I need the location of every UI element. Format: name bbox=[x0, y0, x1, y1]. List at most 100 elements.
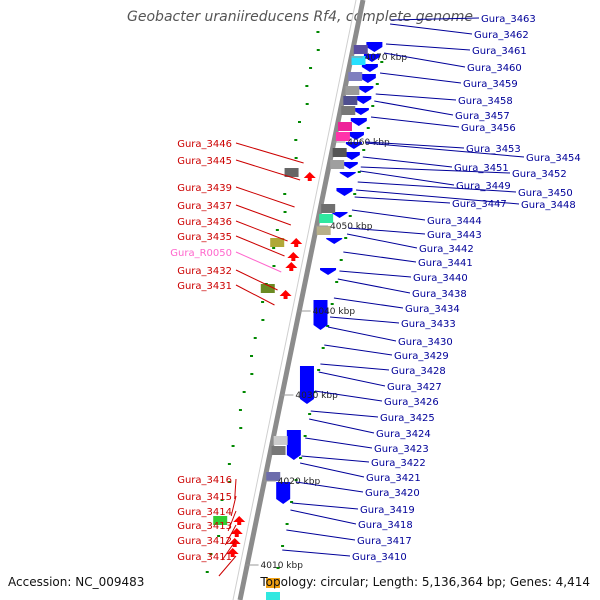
reverse-cds-arrow bbox=[363, 54, 380, 62]
gc-content-track bbox=[205, 31, 384, 573]
tick-label: 4070 kbp bbox=[365, 53, 408, 63]
leader-line bbox=[343, 251, 417, 263]
reverse-cds-arrow bbox=[326, 238, 343, 244]
reverse-cds-arrow bbox=[286, 430, 301, 460]
leader-line bbox=[327, 326, 397, 342]
cds-box bbox=[351, 56, 366, 65]
gene-label: Gura_3436 bbox=[177, 217, 232, 228]
leader-line bbox=[230, 495, 237, 517]
cds-box bbox=[330, 160, 345, 169]
reverse-cds-arrow bbox=[350, 118, 367, 126]
feature-tracks bbox=[213, 42, 383, 600]
gene-label: Gura_3432 bbox=[177, 266, 232, 277]
cds-box bbox=[266, 592, 280, 600]
leader-line bbox=[235, 235, 285, 257]
leader-line bbox=[296, 481, 364, 493]
forward-cds-arrow bbox=[287, 252, 300, 261]
leader-line bbox=[286, 529, 356, 541]
reverse-cds-arrow bbox=[366, 42, 383, 52]
reverse-cds-arrow bbox=[361, 64, 378, 72]
gene-label: Gura_3435 bbox=[177, 232, 232, 243]
gene-label: Gura_3434 bbox=[405, 304, 460, 315]
gene-label: Gura_3453 bbox=[466, 144, 521, 155]
leader-line bbox=[221, 539, 237, 561]
leader-line bbox=[354, 196, 451, 204]
gene-label: Gura_3419 bbox=[360, 505, 415, 516]
leader-line bbox=[235, 251, 282, 273]
gene-label: Gura_3463 bbox=[481, 14, 536, 25]
cds-box bbox=[260, 284, 275, 293]
reverse-cds-arrow bbox=[336, 188, 353, 196]
forward-cds-arrow bbox=[303, 172, 316, 181]
leader-line bbox=[235, 220, 288, 242]
cds-box bbox=[266, 578, 280, 588]
gene-label: Gura_3429 bbox=[394, 351, 449, 362]
leader-line bbox=[359, 170, 455, 186]
gene-label: Gura_3450 bbox=[518, 188, 573, 199]
cds-box bbox=[271, 446, 286, 455]
gene-label: Gura_3461 bbox=[472, 46, 527, 57]
gene-label: Gura_3445 bbox=[177, 156, 232, 167]
cds-box bbox=[266, 472, 281, 481]
leader-line bbox=[235, 159, 301, 181]
gene-label: Gura_3418 bbox=[358, 520, 413, 531]
gene-label: Gura_3433 bbox=[401, 319, 456, 330]
gene-label: Gura_3447 bbox=[452, 199, 507, 210]
gene-label: Gura_3413 bbox=[177, 521, 232, 532]
gene-label: Gura_3416 bbox=[177, 475, 232, 486]
gene-label: Gura_3423 bbox=[374, 444, 429, 455]
gene-label: Gura_3422 bbox=[371, 458, 426, 469]
leader-line bbox=[235, 269, 278, 291]
reverse-cds-arrow bbox=[343, 152, 360, 160]
forward-cds-arrow bbox=[279, 290, 292, 299]
accession-text: Accession: NC_009483 bbox=[8, 575, 145, 589]
cds-box bbox=[335, 132, 350, 141]
leader-line bbox=[360, 166, 511, 174]
gene-label: Gura_3430 bbox=[398, 337, 453, 348]
gene-label: Gura_3454 bbox=[526, 153, 581, 164]
label-leader-lines bbox=[218, 17, 525, 577]
leader-line bbox=[329, 316, 400, 324]
leader-line bbox=[356, 189, 520, 205]
gene-label: Gura_3431 bbox=[177, 281, 232, 292]
gene-label: Gura_3446 bbox=[177, 139, 232, 150]
forward-cds-arrow bbox=[226, 548, 239, 557]
leader-line bbox=[235, 284, 275, 306]
cds-box bbox=[270, 238, 285, 247]
tick-label: 4010 kbp bbox=[261, 561, 304, 571]
leader-line bbox=[390, 17, 480, 21]
gene-label: Gura_3443 bbox=[427, 230, 482, 241]
cds-box bbox=[332, 148, 347, 157]
forward-cds-arrow bbox=[230, 528, 243, 537]
gene-label: Gura_3456 bbox=[461, 123, 516, 134]
backbone-inner-line bbox=[232, 0, 357, 600]
gene-label: Gura_3427 bbox=[387, 382, 442, 393]
leader-line bbox=[384, 52, 466, 68]
cds-box bbox=[284, 168, 299, 177]
reverse-cds-arrow bbox=[339, 172, 356, 178]
leader-line bbox=[308, 418, 375, 434]
gene-label: Gura_3460 bbox=[467, 63, 522, 74]
leader-line bbox=[291, 502, 359, 510]
gene-label: Gura_3441 bbox=[418, 258, 473, 269]
leader-line bbox=[365, 142, 525, 158]
gene-label: Gura_3420 bbox=[365, 488, 420, 499]
gene-label: Gura_3457 bbox=[455, 111, 510, 122]
leader-line bbox=[235, 204, 292, 226]
reverse-cds-arrow bbox=[313, 300, 328, 330]
gene-label: Gura_3411 bbox=[177, 552, 232, 563]
leader-line bbox=[310, 410, 379, 418]
leader-line bbox=[218, 555, 237, 577]
reverse-cds-arrow bbox=[357, 86, 374, 93]
leader-line bbox=[282, 549, 351, 557]
gene-label: Gura_R0050 bbox=[170, 248, 232, 259]
leader-line bbox=[234, 478, 237, 500]
gene-label: Gura_3414 bbox=[177, 507, 232, 518]
reverse-cds-arrow bbox=[276, 482, 291, 504]
leader-line bbox=[348, 227, 426, 235]
gene-label: Gura_3449 bbox=[456, 181, 511, 192]
cds-box bbox=[341, 106, 356, 115]
leader-line bbox=[390, 23, 473, 35]
gene-label: Gura_3451 bbox=[454, 163, 509, 174]
leader-line bbox=[235, 186, 295, 208]
